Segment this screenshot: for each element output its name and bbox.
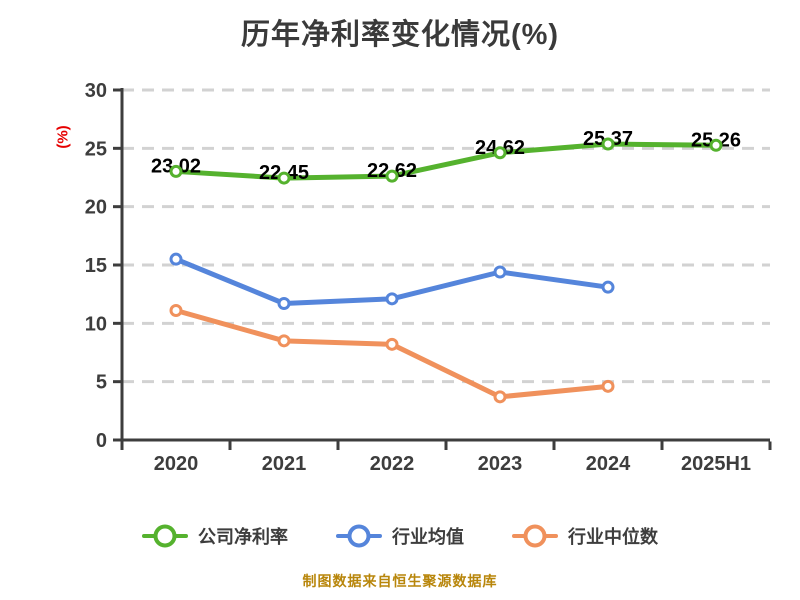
data-source-footer: 制图数据来自恒生聚源数据库 [302,573,498,589]
legend-label: 公司净利率 [198,527,288,547]
legend-marker-icon [142,524,188,548]
data-point [277,297,291,310]
data-point [169,252,183,266]
y-axis-unit-label: (%) [54,125,72,149]
legend-item: 公司净利率 [142,523,288,549]
legend-circle-icon [523,524,547,548]
y-tick-label: 30 [85,80,107,102]
x-tick-label: 2023 [478,453,523,475]
data-point [385,292,399,306]
x-tick-label: 2025H1 [681,453,751,475]
y-tick-label: 20 [85,197,107,219]
x-tick-label: 2022 [370,453,415,475]
x-tick-label: 2021 [262,453,307,475]
legend-label: 行业均值 [392,527,464,547]
data-point [385,337,399,351]
y-tick-label: 0 [96,430,107,452]
legend-circle-icon [153,524,177,548]
legend-marker-icon [512,524,558,548]
data-point [601,280,615,294]
data-point [277,334,291,348]
data-point [709,138,723,152]
data-point [277,171,291,185]
data-point [601,379,615,393]
legend-marker-icon [336,524,382,548]
chart-legend: 公司净利率 行业均值 行业中位数 [0,518,800,554]
data-point [601,137,615,151]
data-point [385,169,399,183]
legend-item: 行业均值 [336,523,464,549]
data-point [169,164,183,178]
data-point [493,265,507,279]
x-tick-label: 2024 [586,453,631,475]
chart-title: 历年净利率变化情况(%) [240,19,560,51]
y-tick-label: 15 [85,255,107,277]
legend-circle-icon [347,524,371,548]
y-tick-label: 5 [96,372,107,394]
legend-item: 行业中位数 [512,523,658,549]
data-point [169,304,183,317]
series-line [173,141,719,181]
y-tick-label: 25 [85,138,107,160]
data-point [493,390,507,404]
data-point [493,146,507,160]
legend-label: 行业中位数 [568,527,658,547]
y-tick-label: 10 [85,313,107,335]
x-tick-label: 2020 [154,453,199,475]
